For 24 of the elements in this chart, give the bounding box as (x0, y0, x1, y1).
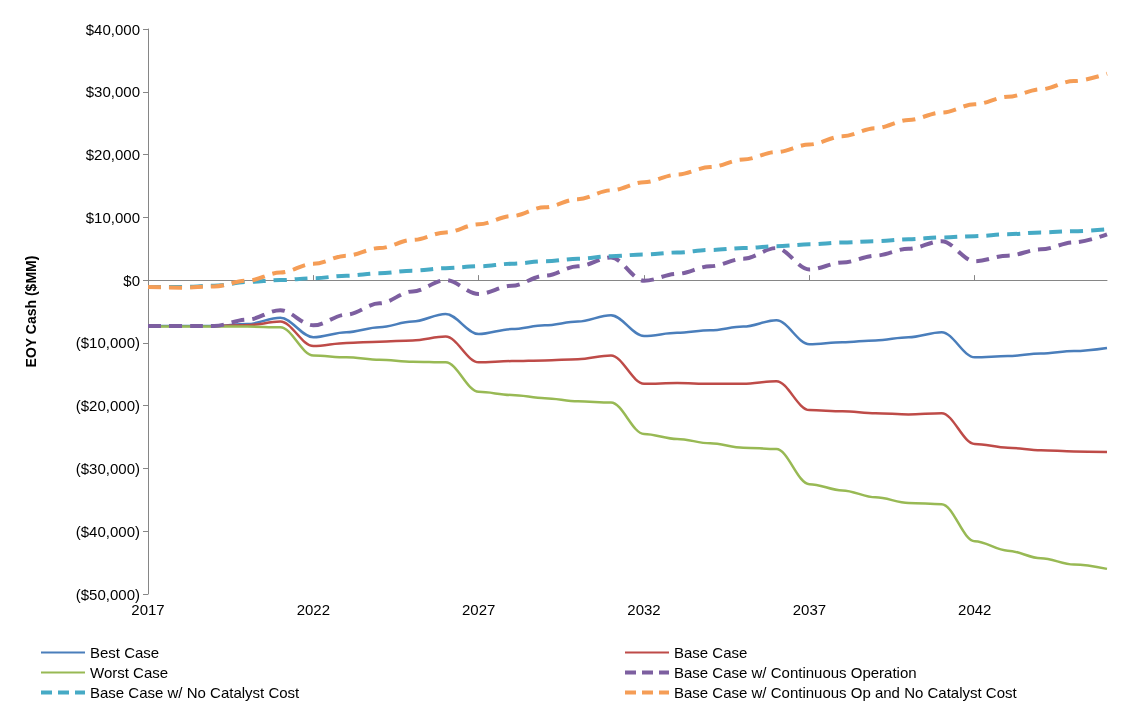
legend-label: Worst Case (90, 664, 169, 681)
x-tick-label: 2037 (792, 601, 827, 618)
legend-label: Base Case w/ Continuous Operation (674, 664, 917, 681)
y-tick-label: ($40,000) (75, 522, 140, 540)
y-tick-label: ($50,000) (75, 585, 140, 603)
y-tick-label: $40,000 (85, 20, 140, 38)
y-tick-label: ($10,000) (75, 334, 140, 352)
legend-label: Base Case w/ No Catalyst Cost (90, 684, 301, 701)
y-tick-label: $20,000 (85, 146, 140, 164)
y-tick-label: ($30,000) (75, 459, 140, 477)
legend-label: Base Case (674, 644, 748, 661)
x-tick-label: 2022 (296, 601, 331, 618)
y-tick-label: $10,000 (85, 208, 140, 226)
y-tick-label: $0 (123, 271, 140, 289)
y-tick-label: ($20,000) (75, 397, 140, 415)
x-tick-label: 2032 (627, 601, 661, 618)
x-tick-label: 2027 (462, 601, 496, 618)
legend-label: Best Case (90, 644, 160, 661)
line-series (146, 232, 1109, 328)
legend-label: Base Case w/ Continuous Op and No Catalyst Cost (674, 684, 1018, 701)
line-series (146, 71, 1109, 290)
y-tick-label: $30,000 (85, 83, 140, 101)
x-tick-label: 2042 (958, 601, 992, 618)
y-axis-title: EOY Cash ($MM) (23, 255, 39, 368)
